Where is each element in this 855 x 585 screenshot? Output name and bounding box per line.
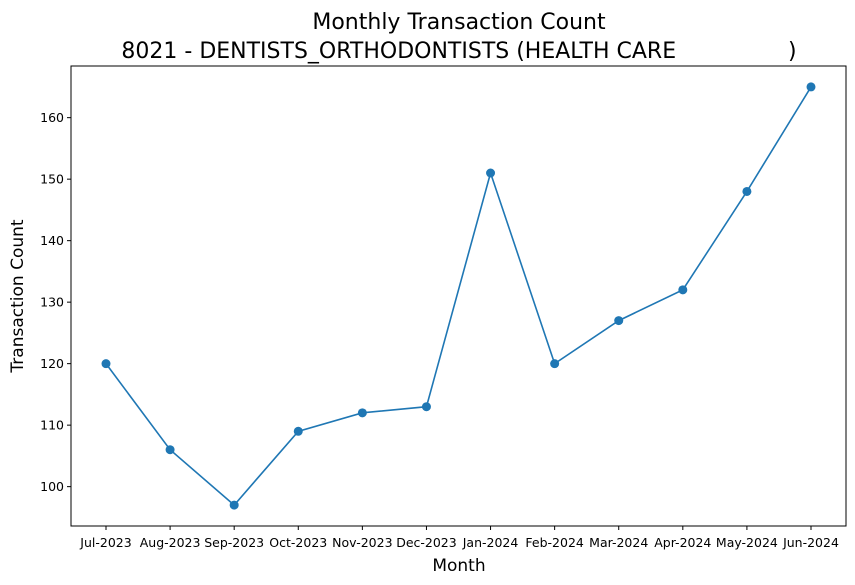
x-tick-label: Apr-2024 [654,535,711,550]
y-tick-label: 150 [40,172,64,187]
series-transaction-count [101,82,816,510]
x-tick-label: Nov-2023 [332,535,392,550]
data-point [421,402,431,412]
chart-subtitle: 8021 - DENTISTS_ORTHODONTISTS (HEALTH CA… [121,39,796,64]
data-point [165,445,175,455]
y-tick-label: 160 [40,110,64,125]
data-point [550,359,560,369]
data-point [293,426,303,436]
data-point [678,285,688,295]
y-axis-label: Transaction Count [8,219,28,373]
x-axis: Jul-2023 Aug-2023 Sep-2023 Oct-2023 Nov-2023… [79,526,839,550]
series-line [105,86,812,507]
y-tick-label: 130 [40,295,64,310]
y-tick-label: 100 [40,479,64,494]
x-tick-label: May-2024 [716,535,778,550]
plot-frame [70,65,847,527]
x-tick-label: Sep-2023 [204,535,264,550]
data-point [101,359,111,369]
x-tick-label: Aug-2023 [140,535,201,550]
x-tick-label: Feb-2024 [525,535,584,550]
x-tick-label: Jul-2023 [79,535,131,550]
y-axis: 100 110 120 130 140 150 160 [40,110,71,494]
x-tick-label: Jun-2024 [782,535,839,550]
data-point [806,82,816,92]
data-point [486,168,496,178]
x-tick-label: Oct-2023 [269,535,327,550]
x-axis-label: Month [432,556,485,576]
x-tick-label: Jan-2024 [462,535,519,550]
y-tick-label: 120 [40,356,64,371]
data-point [229,500,239,510]
data-point [614,316,624,326]
chart-title: Monthly Transaction Count [312,10,606,35]
data-point [742,186,752,196]
x-tick-label: Mar-2024 [589,535,648,550]
y-tick-label: 140 [40,233,64,248]
x-tick-label: Dec-2023 [396,535,457,550]
data-point [357,408,367,418]
y-tick-label: 110 [40,418,64,433]
